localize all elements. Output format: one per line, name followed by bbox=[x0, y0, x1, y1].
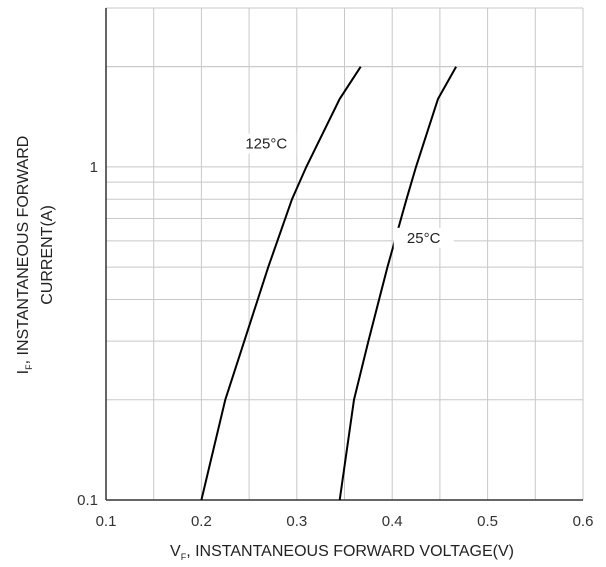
grid bbox=[105, 7, 584, 501]
series-label: 25°C bbox=[407, 230, 441, 247]
series-label-background bbox=[393, 227, 454, 248]
y-axis-title-line1: IF, INSTANTANEOUS FORWARD bbox=[15, 136, 34, 375]
x-tick-label: 0.5 bbox=[477, 513, 498, 530]
x-tick-label: 0.6 bbox=[573, 513, 594, 530]
series-line bbox=[338, 66, 457, 501]
x-axis-title-text: , INSTANTANEOUS FORWARD VOLTAGE(V) bbox=[186, 543, 514, 560]
y-axis-title-prefix: I bbox=[15, 370, 32, 374]
plot-frame bbox=[105, 8, 583, 501]
x-axis-title-subscript: F bbox=[181, 552, 187, 562]
y-tick-label: 0.1 bbox=[77, 492, 98, 509]
x-tick-label: 0.4 bbox=[382, 513, 403, 530]
y-axis-title: IF, INSTANTANEOUS FORWARD CURRENT(A) bbox=[15, 136, 56, 375]
y-axis-title-line2: CURRENT(A) bbox=[39, 205, 56, 305]
x-tick-label: 0.2 bbox=[191, 513, 212, 530]
x-tick-label: 0.3 bbox=[286, 513, 307, 530]
series-label-background bbox=[236, 133, 297, 154]
series-line bbox=[200, 66, 362, 501]
y-axis-title-subscript: F bbox=[24, 364, 34, 370]
x-tick-label: 0.1 bbox=[96, 513, 117, 530]
series-group: 125°C 25°C bbox=[200, 66, 457, 501]
tick-labels: 0.1 0.2 0.3 0.4 0.5 0.6 0.1 1 bbox=[77, 159, 593, 530]
series-label: 125°C bbox=[245, 136, 287, 153]
x-axis-title: VF, INSTANTANEOUS FORWARD VOLTAGE(V) bbox=[170, 543, 514, 562]
y-axis-title-line1-text: , INSTANTANEOUS FORWARD bbox=[15, 136, 32, 365]
y-tick-label: 1 bbox=[90, 159, 98, 176]
x-axis-title-prefix: V bbox=[170, 543, 181, 560]
